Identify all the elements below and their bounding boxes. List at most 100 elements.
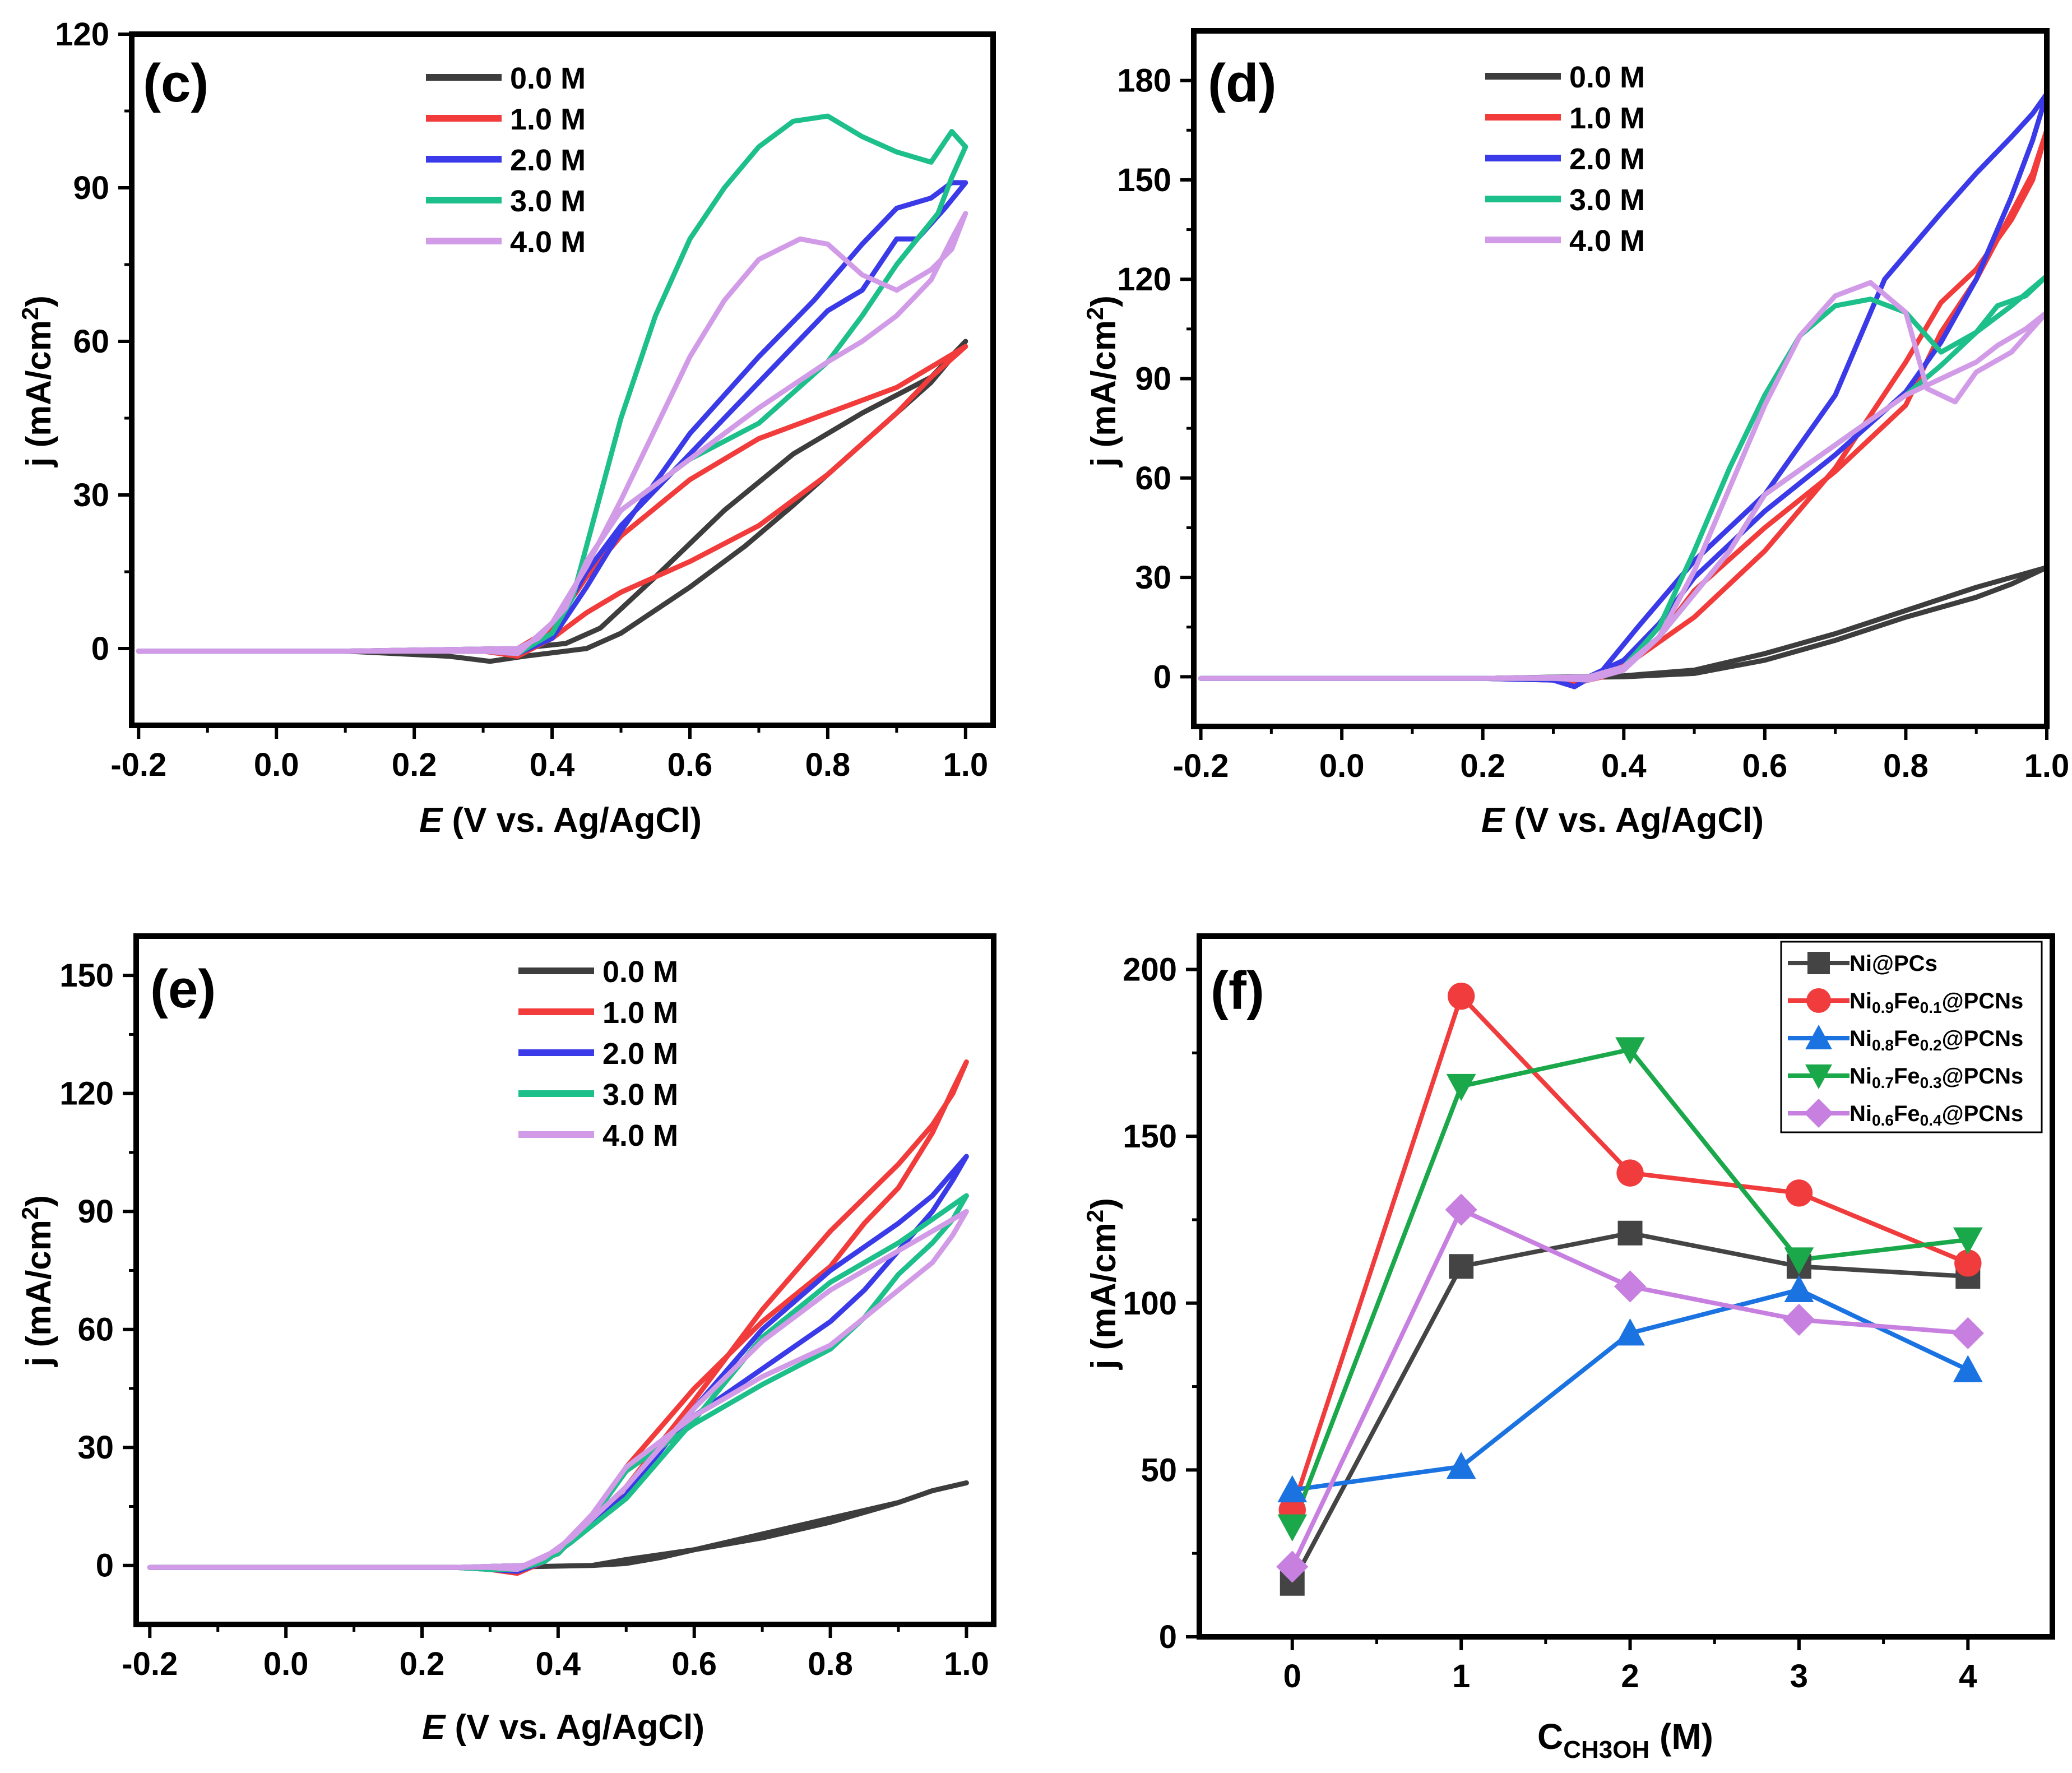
panel-f-point — [1446, 1452, 1476, 1479]
panel-d-y-axis-label: j (mA/cm2) — [1082, 295, 1123, 467]
panel-f-tag: (f) — [1211, 961, 1264, 1021]
panel-f-point — [1614, 1270, 1647, 1303]
panel-f-point — [1784, 1275, 1814, 1302]
panel-f-x-tick-label: 2 — [1621, 1658, 1639, 1695]
panel-c-x-tick-label: -0.2 — [110, 747, 166, 783]
panel-e-legend-label: 2.0 M — [602, 1037, 678, 1071]
panel-d-legend-label: 2.0 M — [1569, 142, 1645, 176]
panel-d-x-tick-label: 1.0 — [2024, 748, 2070, 784]
panel-f-x-axis-label: CCH3OH (M) — [1537, 1716, 1713, 1763]
panel-e-series-10M — [147, 1059, 969, 1576]
panel-c-legend-label: 2.0 M — [510, 143, 586, 177]
panel-e-x-axis-label: E (V vs. Ag/AgCl) — [422, 1708, 704, 1747]
panel-e-legend-label: 3.0 M — [602, 1078, 678, 1112]
panel-c-y-tick-label: 60 — [73, 323, 109, 360]
panel-c-legend-label: 4.0 M — [510, 225, 586, 259]
panel-d-legend-label: 4.0 M — [1569, 224, 1645, 258]
panel-f-point — [1445, 1193, 1477, 1226]
panel-c-axes: -0.2 0.0 0.2 0.4 0.6 0.8 1.0 0 30 60 90 120 — [55, 16, 988, 783]
panel-c-y-tick-label: 120 — [55, 16, 109, 53]
panel-f-point — [1615, 1037, 1645, 1064]
panel-f-point — [1276, 1550, 1309, 1583]
panel-f-point — [1616, 1159, 1644, 1187]
panel-d-x-tick-label: 0.6 — [1742, 748, 1788, 784]
panel-f-x-tick-label: 0 — [1283, 1658, 1301, 1695]
panel-e-y-tick-label: 120 — [59, 1076, 114, 1112]
panel-f-point — [1954, 1249, 1982, 1277]
panel-e-y-tick-label: 0 — [96, 1548, 114, 1584]
panel-c-legend-label: 1.0 M — [510, 103, 586, 136]
panel-d-legend-label: 3.0 M — [1569, 183, 1645, 217]
panel-c-x-axis-label: E (V vs. Ag/AgCl) — [419, 801, 702, 840]
panel-d-x-tick-label: 0.4 — [1601, 748, 1647, 784]
panel-e-y-tick-label: 90 — [77, 1193, 114, 1230]
panel-d-x-tick-label: 0.2 — [1460, 748, 1505, 784]
panel-f-y-tick-label: 50 — [1141, 1452, 1177, 1488]
panel-e-y-axis-label: j (mA/cm2) — [17, 1195, 58, 1367]
panel-c-x-tick-label: 0.4 — [530, 747, 575, 783]
panel-f-y-axis-label: j (mA/cm2) — [1082, 1198, 1123, 1370]
panel-f-point — [1277, 1475, 1308, 1503]
panel-d-y-tick-label: 60 — [1135, 460, 1171, 497]
panel-f-legend-marker — [1804, 1099, 1833, 1128]
panel-e-x-tick-label: 0.8 — [808, 1646, 853, 1682]
panel-f-point — [1953, 1355, 1983, 1382]
panel-e-frame — [133, 933, 996, 1627]
panel-d-y-tick-label: 180 — [1117, 63, 1171, 99]
panel-c-frame — [129, 31, 996, 728]
panel-c-x-tick-label: 0.2 — [392, 747, 437, 783]
panel-f-y-tick-label: 0 — [1159, 1619, 1177, 1655]
panel-d-data-layer — [1198, 91, 2050, 689]
panel-e-data-layer — [147, 1059, 969, 1576]
panel-e-x-tick-label: 0.6 — [671, 1646, 717, 1682]
panel-e-axes: -0.2 0.0 0.2 0.4 0.6 0.8 1.0 0 30 60 90 120 150 — [59, 957, 989, 1682]
panel-c-x-tick-label: 0.6 — [668, 747, 713, 783]
panel-e-y-tick-label: 30 — [77, 1429, 114, 1466]
panel-f-legend-label: Ni0.8Fe0.2@PCNs — [1849, 1026, 2023, 1054]
panel-f-legend: Ni@PCs Ni0.9Fe0.1@PCNs Ni0.8Fe0.2@PCNs Ni0.… — [1780, 941, 2043, 1133]
panel-f-point — [1446, 1073, 1476, 1101]
panel-d-x-axis-label: E (V vs. Ag/AgCl) — [1481, 801, 1764, 840]
panel-e-x-tick-label: 0.2 — [400, 1646, 445, 1682]
panel-d-series-40M — [1198, 280, 2050, 683]
panel-f-legend-label: Ni0.9Fe0.1@PCNs — [1849, 989, 2023, 1016]
panel-d-x-tick-label: -0.2 — [1173, 748, 1229, 784]
panel-d-legend-label: 1.0 M — [1569, 101, 1645, 135]
panel-f-point — [1952, 1317, 1984, 1349]
panel-d-y-tick-label: 150 — [1117, 162, 1171, 198]
panel-f-x-tick-label: 4 — [1959, 1658, 1977, 1695]
panel-e-x-tick-label: 0.4 — [536, 1646, 581, 1682]
panel-e-legend-label: 0.0 M — [602, 955, 678, 989]
panel-f-legend-label: Ni0.7Fe0.3@PCNs — [1849, 1064, 2023, 1091]
panel-c-x-tick-label: 0.0 — [254, 747, 299, 783]
panel-f-point — [1953, 1227, 1983, 1255]
panel-c-series-20M — [136, 180, 968, 656]
panel-e-x-tick-label: 1.0 — [944, 1646, 989, 1682]
panel-c: -0.2 0.0 0.2 0.4 0.6 0.8 1.0 0 30 60 90 120 (c) 0.0… — [17, 16, 996, 840]
panel-e-legend-label: 1.0 M — [602, 996, 678, 1030]
panel-f-legend-marker — [1805, 1025, 1832, 1049]
panel-e-y-tick-label: 150 — [59, 957, 114, 994]
panel-f-y-tick-label: 150 — [1123, 1118, 1177, 1155]
panel-f-point — [1617, 1220, 1643, 1246]
panel-f-point — [1783, 1303, 1815, 1336]
panel-d-legend-label: 0.0 M — [1569, 61, 1645, 94]
panel-e-tag: (e) — [150, 959, 216, 1019]
panel-f-point — [1447, 982, 1475, 1010]
panel-d-legend: 0.0 M 1.0 M 2.0 M 3.0 M 4.0 M — [1485, 61, 1645, 258]
panel-c-series-00M — [136, 339, 968, 664]
panel-e-legend-label: 4.0 M — [602, 1119, 678, 1152]
panel-e-y-tick-label: 60 — [77, 1312, 114, 1348]
panel-f-y-tick-label: 100 — [1123, 1285, 1177, 1322]
panel-e-x-tick-label: 0.0 — [263, 1646, 309, 1682]
panel-c-legend: 0.0 M 1.0 M 2.0 M 3.0 M 4.0 M — [426, 62, 586, 259]
panel-f-point — [1277, 1514, 1308, 1541]
panel-c-series-10M — [136, 344, 968, 659]
panel-f-x-tick-label: 3 — [1790, 1658, 1808, 1695]
panel-f: 0 1 2 3 4 0 50 100 150 200 (f) Ni@PCs Ni0.9Fe0.1@P… — [1082, 933, 2055, 1763]
panel-d-y-tick-label: 30 — [1135, 559, 1171, 596]
panel-f-y-tick-label: 200 — [1123, 952, 1177, 988]
panel-e-series-00M — [147, 1480, 969, 1570]
panel-f-point — [1615, 1318, 1645, 1346]
